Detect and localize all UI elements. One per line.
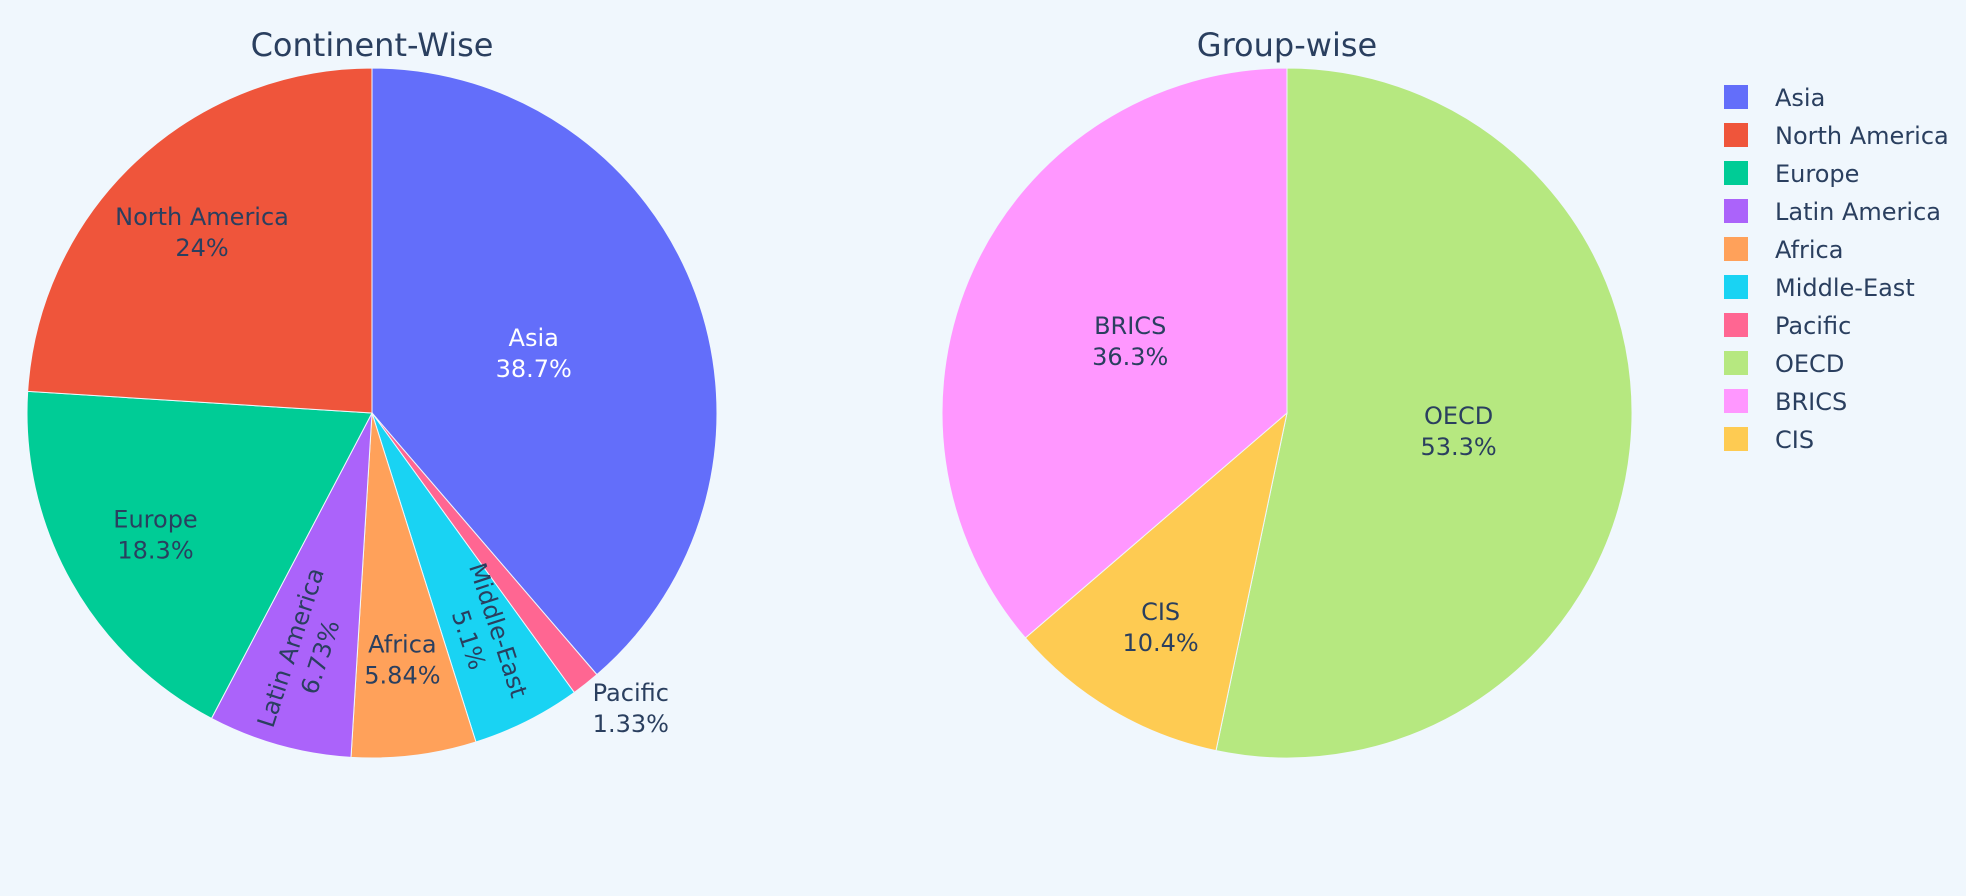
- slice-label-percent: 1.33%: [593, 710, 669, 738]
- slice-label-name: Europe: [113, 506, 197, 534]
- group-pie-labels: OECD 53.3% CIS 10.4% BRICS 36.3%: [1092, 312, 1497, 657]
- legend-swatch: [1724, 389, 1748, 413]
- slice-label-percent: 18.3%: [117, 537, 193, 565]
- legend-item-north-america[interactable]: North America: [1724, 122, 1949, 150]
- legend-swatch: [1724, 85, 1748, 109]
- continent-chart-title: Continent-Wise: [251, 26, 494, 64]
- legend-item-cis[interactable]: CIS: [1724, 426, 1814, 454]
- legend-item-asia[interactable]: Asia: [1724, 84, 1825, 112]
- slice-label-north-america: North America 24%: [115, 203, 289, 262]
- slice-label-percent: 53.3%: [1420, 433, 1496, 461]
- slice-label-percent: 10.4%: [1122, 629, 1198, 657]
- legend-label: Africa: [1775, 236, 1843, 264]
- slice-label-oecd: OECD 53.3%: [1420, 402, 1496, 461]
- slice-label-name: Africa: [368, 631, 436, 659]
- legend-swatch: [1724, 199, 1748, 223]
- legend-swatch: [1724, 237, 1748, 261]
- slice-label-name: BRICS: [1094, 312, 1166, 340]
- pie-slice-asia: [371, 67, 718, 676]
- legend-label: OECD: [1775, 350, 1844, 378]
- pie-slice-oecd: [1215, 67, 1633, 759]
- legend-item-middle-east[interactable]: Middle-East: [1724, 274, 1915, 302]
- legend-label: Europe: [1775, 160, 1859, 188]
- slice-label-percent: 24%: [175, 234, 228, 262]
- slice-label-percent: 36.3%: [1092, 343, 1168, 371]
- legend-item-oecd[interactable]: OECD: [1724, 350, 1844, 378]
- slice-label-africa: Africa 5.84%: [364, 631, 440, 690]
- slice-label-name: North America: [115, 203, 289, 231]
- legend-item-africa[interactable]: Africa: [1724, 236, 1843, 264]
- pie-slice-africa: [350, 412, 477, 759]
- pie-slice-cis: [1024, 411, 1288, 752]
- pie-slice-europe: [26, 390, 373, 720]
- legend-label: Middle-East: [1775, 274, 1915, 302]
- slice-label-pacific: Pacific 1.33%: [593, 679, 669, 738]
- legend-label: CIS: [1775, 426, 1814, 454]
- legend-swatch: [1724, 313, 1748, 337]
- pie-slice-north-america: [27, 67, 373, 414]
- legend-label: Asia: [1775, 84, 1825, 112]
- continent-pie-slices: [26, 67, 718, 759]
- group-pie-slices: [941, 67, 1633, 759]
- pie-slice-latin-america: [210, 412, 373, 758]
- slice-label-name: Pacific: [593, 679, 669, 707]
- slice-label-europe: Europe 18.3%: [113, 506, 197, 565]
- pie-slice-brics: [941, 67, 1288, 639]
- continent-pie-chart: Continent-Wise Asia38.7%Pacific1.33%Midd…: [26, 26, 718, 759]
- slice-label-cis: CIS 10.4%: [1122, 598, 1198, 657]
- legend-swatch: [1724, 351, 1748, 375]
- legend-label: BRICS: [1775, 388, 1847, 416]
- slice-label-name: CIS: [1141, 598, 1180, 626]
- legend-item-latin-america[interactable]: Latin America: [1724, 198, 1941, 226]
- legend-swatch: [1724, 123, 1748, 147]
- group-chart-title: Group-wise: [1197, 26, 1377, 64]
- legend-swatch: [1724, 427, 1748, 451]
- legend-item-brics[interactable]: BRICS: [1724, 388, 1847, 416]
- legend-label: Pacific: [1775, 312, 1851, 340]
- slice-label-percent: 5.84%: [364, 662, 440, 690]
- legend-item-europe[interactable]: Europe: [1724, 160, 1859, 188]
- slice-label-asia: Asia 38.7%: [496, 324, 572, 383]
- slice-label-brics: BRICS 36.3%: [1092, 312, 1168, 371]
- legend-swatch: [1724, 161, 1748, 185]
- slice-label-name: Asia: [509, 324, 559, 352]
- legend-label: North America: [1775, 122, 1949, 150]
- group-pie-chart: Group-wise OECD 53.3% CIS 10.4% BRICS 36.3%: [941, 26, 1633, 759]
- slice-label-name: OECD: [1424, 402, 1493, 430]
- legend-swatch: [1724, 275, 1748, 299]
- legend-label: Latin America: [1775, 198, 1941, 226]
- legend-item-pacific[interactable]: Pacific: [1724, 312, 1851, 340]
- slice-label-percent: 38.7%: [496, 355, 572, 383]
- legend: Asia North America Europe Latin America Afri…: [1724, 84, 1949, 454]
